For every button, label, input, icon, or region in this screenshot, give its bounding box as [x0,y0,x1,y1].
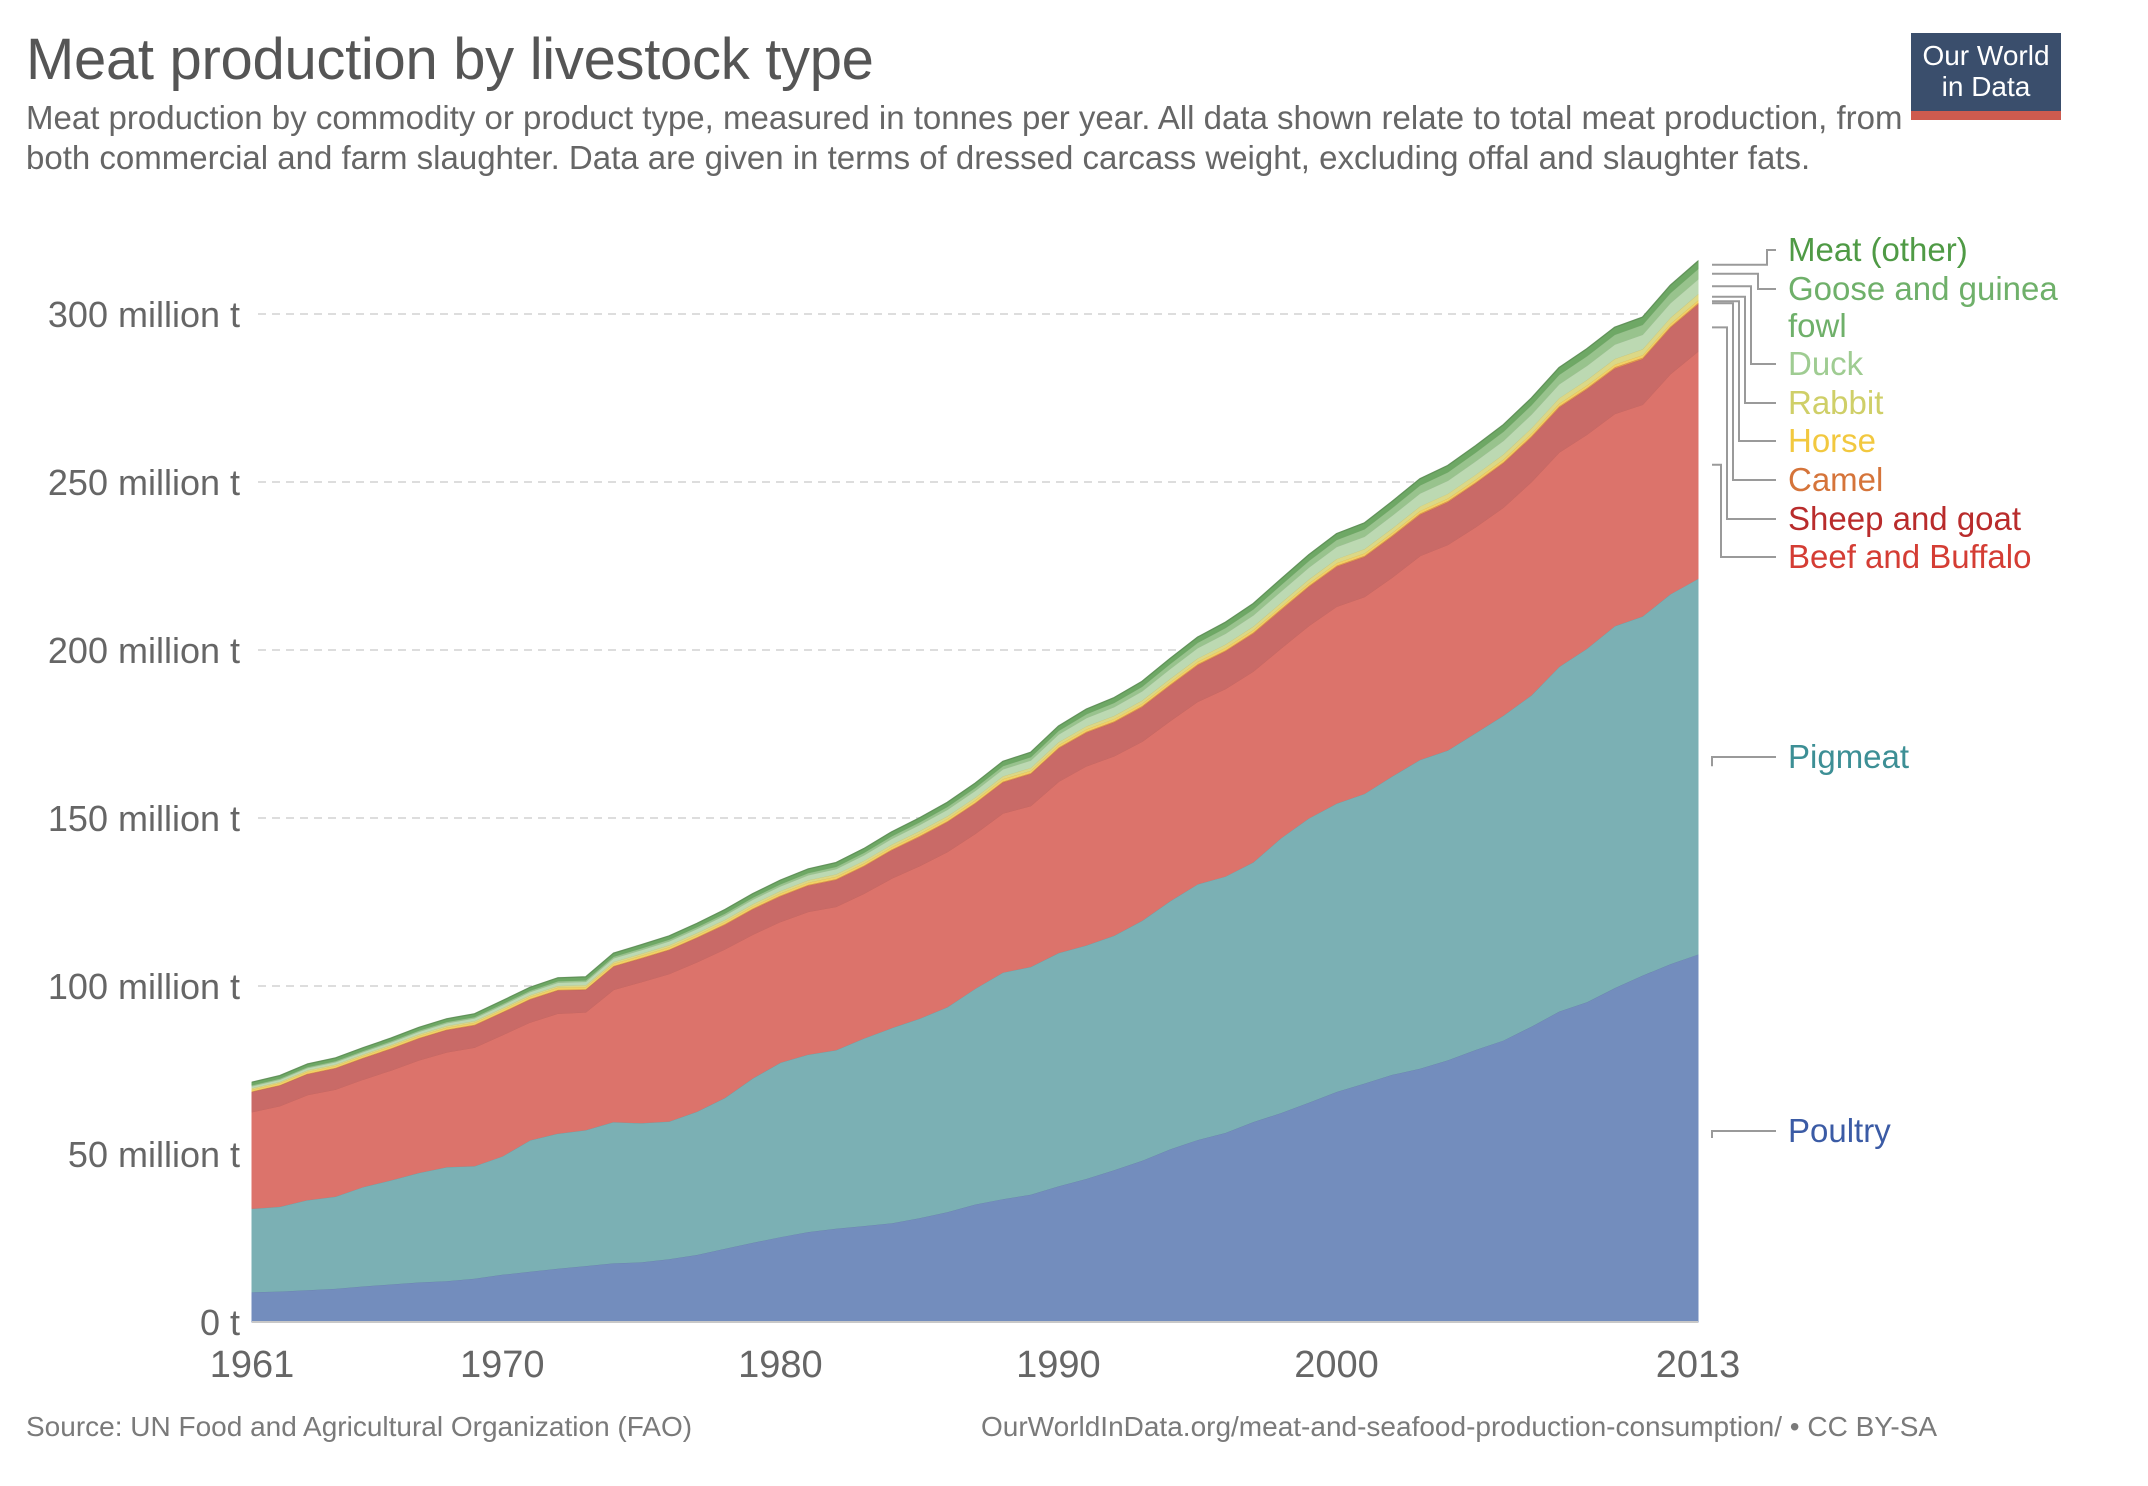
legend-label-meat-other-[interactable]: Meat (other) [1788,231,1968,268]
legend-connector [1712,300,1776,442]
license-link[interactable]: OurWorldInData.org/meat-and-seafood-prod… [981,1411,1938,1442]
y-tick-label: 250 million t [48,462,240,503]
legend-label-rabbit[interactable]: Rabbit [1788,384,1883,421]
legend-connector [1712,249,1776,266]
legend-label-beef-and-buffalo[interactable]: Beef and Buffalo [1788,538,2031,575]
chart-title: Meat production by livestock type [26,27,874,92]
y-tick-label: 200 million t [48,630,240,671]
owid-logo[interactable]: Our World in Data [1911,33,2061,120]
y-axis-ticks: 0 t 50 million t 100 million t 150 million … [48,294,240,1343]
chart-subtitle: Meat production by commodity or product … [26,99,1903,176]
x-tick-label: 1970 [460,1344,545,1386]
legend-connector [1712,302,1776,481]
x-tick-label: 1961 [210,1344,295,1386]
y-tick-label: 50 million t [68,1134,240,1175]
y-tick-label: 100 million t [48,966,240,1007]
legend-label-goose-and-guinea-fowl[interactable]: fowl [1788,307,1847,344]
x-tick-label: 2013 [1656,1344,1741,1386]
legend-connector [1712,285,1776,365]
area-edge [251,260,1699,1083]
legend-connector [1712,463,1776,558]
legend-label-goose-and-guinea-fowl[interactable]: Goose and guinea [1788,270,2058,307]
x-tick-label: 2000 [1294,1344,1379,1386]
source-note: Source: UN Food and Agricultural Organiz… [26,1411,693,1442]
legend-label-pigmeat[interactable]: Pigmeat [1788,738,1909,775]
legend-connector [1712,272,1776,290]
logo-line-2: in Data [1941,71,2031,102]
legend-connector [1712,295,1776,404]
area-meat-other-[interactable] [251,259,1699,1086]
legend-connector [1711,756,1776,767]
y-tick-label: 300 million t [48,294,240,335]
legend-connector [1712,326,1776,520]
legend-label-poultry[interactable]: Poultry [1788,1112,1891,1149]
x-tick-label: 1990 [1016,1344,1101,1386]
y-tick-label: 0 t [200,1302,240,1343]
legend-label-camel[interactable]: Camel [1788,461,1883,498]
legend-label-sheep-and-goat[interactable]: Sheep and goat [1788,500,2021,537]
legend-label-horse[interactable]: Horse [1788,422,1876,459]
area-series [251,259,1699,1323]
y-tick-label: 150 million t [48,798,240,839]
legend-connector [1711,1130,1776,1138]
x-axis-ticks: 1961 1970 1980 1990 2000 2013 [210,1344,1741,1386]
x-tick-label: 1980 [738,1344,823,1386]
logo-accent-bar [1911,111,2061,120]
logo-line-1: Our World [1922,40,2050,71]
legend-label-duck[interactable]: Duck [1788,345,1864,382]
